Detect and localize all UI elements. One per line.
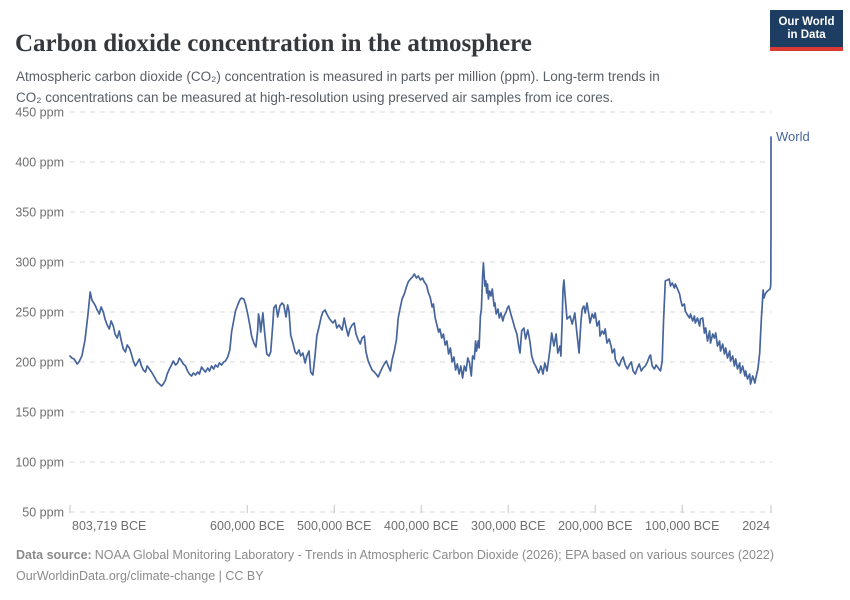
x-axis-label: 2024: [742, 519, 770, 533]
chart-subtitle-line1: Atmospheric carbon dioxide (CO₂) concent…: [16, 68, 660, 84]
chart-title: Carbon dioxide concentration in the atmo…: [15, 29, 532, 57]
data-source-line: Data source: NOAA Global Monitoring Labor…: [16, 545, 836, 566]
x-axis-label: 400,000 BCE: [384, 519, 458, 533]
y-axis-label: 300 ppm: [15, 256, 64, 270]
chart-subtitle: Atmospheric carbon dioxide (CO₂) concent…: [16, 66, 746, 108]
y-axis-label: 100 ppm: [15, 456, 64, 470]
x-axis-label: 803,719 BCE: [72, 519, 146, 533]
data-source-text: NOAA Global Monitoring Laboratory - Tren…: [94, 548, 775, 562]
x-axis-label: 500,000 BCE: [297, 519, 371, 533]
y-axis-label: 400 ppm: [15, 156, 64, 170]
y-axis-label: 250 ppm: [15, 306, 64, 320]
x-axis-label: 200,000 BCE: [558, 519, 632, 533]
x-axis-label: 100,000 BCE: [645, 519, 719, 533]
owid-logo[interactable]: Our World in Data: [770, 10, 843, 51]
y-axis-label: 350 ppm: [15, 206, 64, 220]
y-axis-label: 150 ppm: [15, 406, 64, 420]
y-axis-label: 50 ppm: [22, 506, 64, 520]
y-axis-label: 200 ppm: [15, 356, 64, 370]
y-axis-label: 450 ppm: [15, 106, 64, 120]
x-axis-label: 300,000 BCE: [471, 519, 545, 533]
data-source-label: Data source:: [16, 548, 92, 562]
chart-subtitle-line2: CO₂ concentrations can be measured at hi…: [16, 89, 614, 105]
logo-text-line2: in Data: [787, 29, 826, 41]
entity-label-world: World: [776, 129, 810, 144]
logo-text-line1: Our World: [778, 16, 835, 28]
x-axis-label: 600,000 BCE: [210, 519, 284, 533]
world-line[interactable]: [69, 136, 772, 387]
chart-footer: Data source: NOAA Global Monitoring Labor…: [16, 545, 836, 587]
citation-line: OurWorldinData.org/climate-change | CC B…: [16, 569, 264, 583]
